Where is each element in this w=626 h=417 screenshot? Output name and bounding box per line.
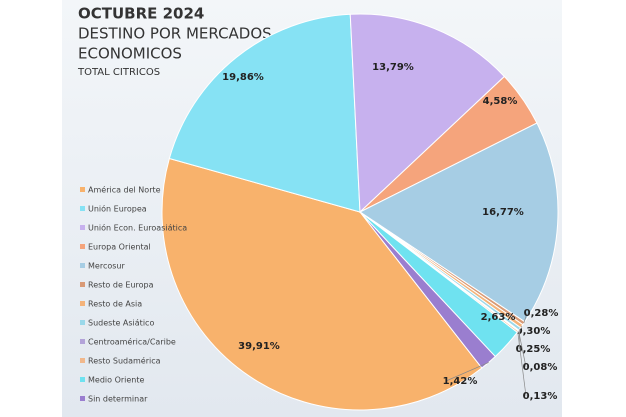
legend-swatch — [80, 263, 85, 268]
pie-slice — [349, 13, 506, 214]
legend-label: América del Norte — [88, 185, 161, 195]
legend-swatch — [80, 206, 85, 211]
data-label: 0,28% — [524, 308, 559, 319]
leader-line — [518, 330, 527, 368]
data-label: 39,91% — [238, 341, 280, 352]
data-label: 1,42% — [443, 376, 478, 387]
legend-label: Resto Sudamérica — [88, 356, 161, 366]
data-label: 0,25% — [516, 344, 551, 355]
pie-slice — [168, 13, 361, 213]
leader-line — [517, 331, 527, 397]
leader-line — [445, 362, 489, 382]
leader-line — [523, 312, 528, 324]
legend-swatch — [80, 244, 85, 249]
data-label: 4,58% — [483, 96, 518, 107]
legend-swatch — [80, 377, 85, 382]
legend-label: Sin determinar — [88, 395, 148, 404]
pie-slice — [359, 122, 559, 323]
chart-title: OCTUBRE 2024 — [78, 5, 204, 23]
legend-label: Centroamérica/Caribe — [88, 337, 176, 347]
legend-label: Medio Oriente — [88, 376, 145, 385]
leader-line — [518, 328, 521, 350]
legend-swatch — [80, 339, 85, 344]
legend-swatch — [80, 282, 85, 287]
legend-swatch — [80, 396, 85, 401]
legend-label: Unión Econ. Euroasiática — [88, 223, 187, 233]
data-label: 16,77% — [482, 207, 524, 218]
legend-label: Mercosur — [88, 262, 125, 271]
chart-subtitle: DESTINO POR MERCADOS — [78, 25, 272, 43]
legend-swatch — [80, 320, 85, 325]
legend-label: Europa Oriental — [88, 243, 151, 252]
data-label: 0,13% — [523, 391, 558, 402]
legend-label: Unión Europea — [88, 204, 147, 214]
data-label: 2,63% — [481, 312, 516, 323]
data-label: 13,79% — [372, 62, 414, 73]
legend-swatch — [80, 358, 85, 363]
legend-label: Resto de Europa — [88, 281, 154, 290]
legend-swatch — [80, 187, 85, 192]
pie-slice — [161, 157, 483, 411]
data-label: 19,86% — [222, 72, 264, 83]
data-label: 0,30% — [516, 326, 551, 337]
legend-label: Resto de Asia — [88, 300, 142, 309]
legend-label: Sudeste Asiático — [88, 319, 154, 328]
data-label: 0,08% — [523, 362, 558, 373]
legend-swatch — [80, 301, 85, 306]
chart-subtitle: ECONOMICOS — [78, 45, 182, 63]
legend-swatch — [80, 225, 85, 230]
chart-caption: TOTAL CITRICOS — [77, 67, 160, 78]
